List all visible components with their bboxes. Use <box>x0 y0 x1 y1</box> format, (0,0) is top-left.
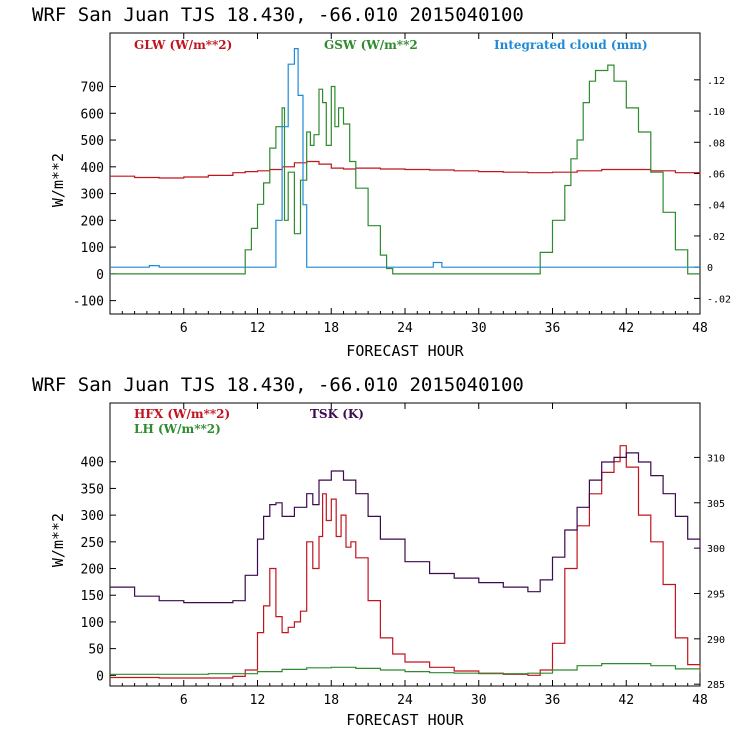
top-xtick-label: 42 <box>618 321 634 336</box>
bottom-y2tick-label: 305 <box>707 499 725 510</box>
top-y2tick-label: -.02 <box>707 294 731 305</box>
bottom-legend-hfx: HFX (W/m**2) <box>134 407 230 421</box>
bottom-series-line-1 <box>110 663 701 675</box>
bottom-ytick-label: 350 <box>81 482 104 497</box>
top-xtick-label: 18 <box>323 321 339 336</box>
bottom-axes: 6 12 18 24 30 36 42 48 0 50 100 150 200 250 300 350 400 2… <box>81 403 725 708</box>
bottom-y2tick-label: 285 <box>707 680 725 691</box>
bottom-chart-title: WRF San Juan TJS 18.430, -66.010 2015040… <box>32 374 524 396</box>
bottom-xtick-label: 30 <box>471 693 487 708</box>
bottom-ytick-label: 250 <box>81 536 104 551</box>
top-series-line-0 <box>110 160 701 179</box>
top-legend-gsw: GSW (W/m**2 <box>324 38 418 52</box>
bottom-xtick-label: 6 <box>180 693 188 708</box>
top-ytick-label: 500 <box>81 134 104 149</box>
top-chart: WRF San Juan TJS 18.430, -66.010 2015040… <box>32 4 731 360</box>
bottom-ytick-label: 200 <box>81 563 104 578</box>
top-ytick-label: 600 <box>81 107 104 122</box>
top-y2tick-label: .10 <box>707 107 725 118</box>
bottom-series-line-2 <box>110 452 701 604</box>
top-ytick-label: 300 <box>81 188 104 203</box>
bottom-xtick-label: 24 <box>397 693 413 708</box>
top-ytick-label: 700 <box>81 81 104 96</box>
top-chart-title: WRF San Juan TJS 18.430, -66.010 2015040… <box>32 4 524 26</box>
top-ytick-label: 400 <box>81 161 104 176</box>
top-xtick-label: 48 <box>692 321 708 336</box>
bottom-ytick-label: 150 <box>81 589 104 604</box>
top-y2tick-label: .04 <box>707 201 725 212</box>
bottom-y2tick-label: 290 <box>707 635 725 646</box>
top-xtick-label: 6 <box>180 321 188 336</box>
bottom-xtick-label: 12 <box>250 693 266 708</box>
top-axes: 6 12 18 24 30 36 42 48 -100 0 100 200 300 400 500 600 70… <box>73 33 731 336</box>
bottom-ytick-label: 300 <box>81 509 104 524</box>
bottom-ylabel: W/m**2 <box>49 513 67 567</box>
bottom-ytick-label: 400 <box>81 456 104 471</box>
bottom-legend-tsk: TSK (K) <box>310 407 364 421</box>
bottom-y2tick-label: 295 <box>707 589 725 600</box>
bottom-xtick-label: 48 <box>692 693 708 708</box>
top-y2tick-label: 0 <box>707 263 713 274</box>
top-xlabel: FORECAST HOUR <box>346 342 464 360</box>
top-y2tick-label: .12 <box>707 76 725 87</box>
bottom-ytick-label: 100 <box>81 616 104 631</box>
top-ytick-label: -100 <box>73 295 104 310</box>
top-y2tick-label: .06 <box>707 170 725 181</box>
top-ytick-label: 0 <box>96 268 104 283</box>
top-ylabel: W/m**2 <box>49 153 67 207</box>
top-legend-cloud: Integrated cloud (mm) <box>494 38 648 52</box>
top-legend-glw: GLW (W/m**2) <box>134 38 232 52</box>
bottom-series-line-0 <box>110 445 701 679</box>
top-ytick-label: 200 <box>81 214 104 229</box>
bottom-xtick-label: 42 <box>618 693 634 708</box>
bottom-y2tick-label: 300 <box>707 544 725 555</box>
bottom-chart: WRF San Juan TJS 18.430, -66.010 2015040… <box>32 374 725 729</box>
top-series-group <box>110 48 701 275</box>
bottom-xtick-label: 36 <box>545 693 561 708</box>
bottom-ytick-label: 0 <box>96 669 104 684</box>
top-y2tick-label: .02 <box>707 232 725 243</box>
top-plot-frame <box>109 32 701 315</box>
top-series-line-2 <box>110 48 700 268</box>
top-xtick-label: 30 <box>471 321 487 336</box>
top-xtick-label: 36 <box>545 321 561 336</box>
top-y2tick-label: .08 <box>707 138 725 149</box>
top-xtick-label: 24 <box>397 321 413 336</box>
bottom-legend-lh: LH (W/m**2) <box>134 422 221 436</box>
bottom-xtick-label: 18 <box>323 693 339 708</box>
top-xtick-label: 12 <box>250 321 266 336</box>
bottom-xlabel: FORECAST HOUR <box>346 711 464 729</box>
bottom-series-group <box>110 445 701 679</box>
bottom-y2tick-label: 310 <box>707 453 725 464</box>
bottom-ytick-label: 50 <box>88 643 104 658</box>
top-ytick-label: 100 <box>81 241 104 256</box>
top-series-line-1 <box>110 64 700 275</box>
